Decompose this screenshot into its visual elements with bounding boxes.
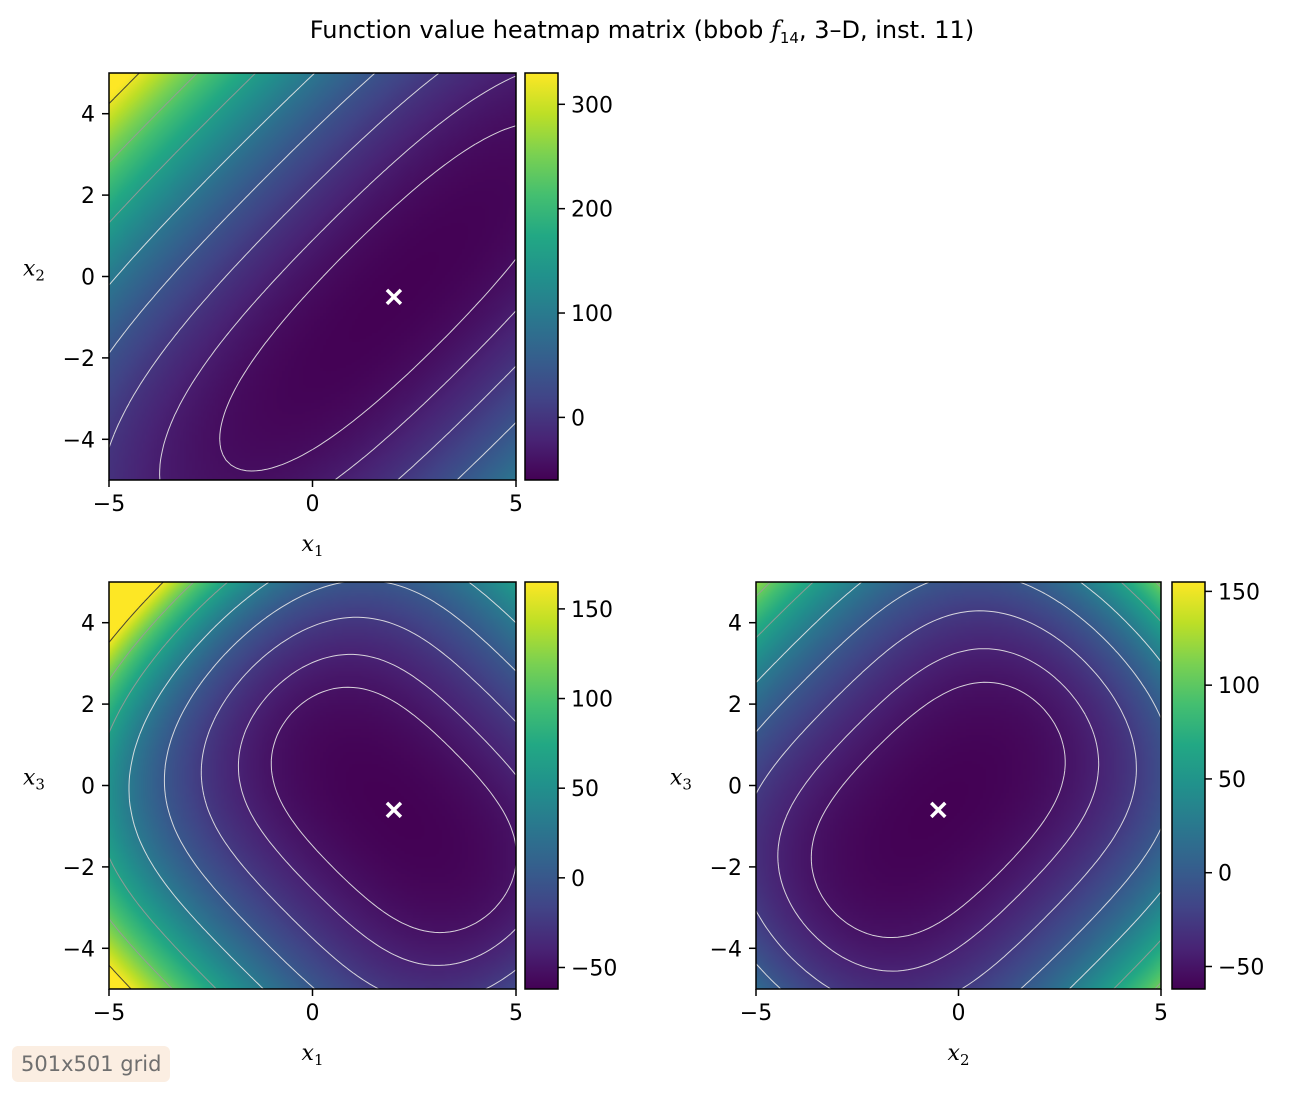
x-axis-label: x2: [948, 1041, 970, 1069]
x-tick-label: −5: [93, 1001, 125, 1026]
y-tick-label: −4: [63, 428, 95, 453]
contour-line: [219, 125, 516, 472]
x-tick-label: 5: [1154, 1001, 1168, 1026]
heatmap-image-x1x3: [109, 582, 516, 989]
colorbar-tick-label: 100: [571, 302, 613, 327]
grid-size-badge: 501x501 grid: [12, 1046, 171, 1082]
optimum-marker: [385, 288, 403, 306]
heatmap-image-x1x2: [109, 73, 516, 480]
y-tick-label: −2: [710, 856, 742, 881]
x-axis-label: x1: [302, 1041, 324, 1069]
y-tick-label: 0: [728, 775, 742, 800]
y-tick-label: 2: [728, 693, 742, 718]
x-tick-label: 0: [952, 1001, 966, 1026]
y-axis-label: x3: [23, 766, 45, 794]
x-axis-label: x1: [302, 532, 324, 560]
colorbar-tick-label: 50: [1218, 768, 1246, 793]
y-tick-label: 0: [81, 775, 95, 800]
colorbar-tick-label: 100: [1218, 674, 1260, 699]
contour-line: [109, 582, 164, 989]
colorbar: [524, 581, 559, 990]
colorbar-tick-label: 0: [571, 867, 585, 892]
contour-line: [109, 73, 257, 224]
x-tick-label: −5: [93, 492, 125, 517]
figure-title: Function value heatmap matrix (bbob f14,…: [309, 16, 975, 47]
colorbar-tick-label: 200: [571, 198, 613, 223]
y-tick-label: −4: [63, 937, 95, 962]
y-tick-label: −4: [710, 937, 742, 962]
contour-line: [756, 610, 1137, 989]
contour-line: [128, 582, 516, 989]
y-axis-label: x3: [670, 766, 692, 794]
contour-line: [756, 582, 1161, 989]
colorbar-tick-label: 300: [571, 93, 613, 118]
contour-line: [109, 582, 195, 989]
contour-line: [163, 582, 516, 989]
x-tick-label: 5: [509, 492, 523, 517]
colorbar: [1171, 581, 1206, 990]
colorbar-tick-label: 100: [571, 688, 613, 713]
y-tick-label: 4: [81, 103, 95, 128]
contour-line: [200, 616, 516, 989]
heatmap-panel-x1x2: −5 0 5 −4 −2 0 2 4 x1 x2 0 100 200 300: [23, 72, 613, 560]
colorbar-tick-label: 150: [1218, 580, 1260, 605]
optimum-marker: [930, 801, 947, 819]
contour-line: [159, 75, 516, 480]
x-tick-label: −5: [740, 1001, 772, 1026]
contour-line: [810, 681, 1066, 938]
y-tick-label: 0: [81, 266, 95, 291]
contour-line: [756, 582, 1161, 989]
contour-line: [237, 653, 516, 966]
y-axis-label: x2: [23, 257, 45, 285]
x-tick-label: 0: [306, 492, 320, 517]
colorbar-tick-label: −50: [571, 956, 617, 981]
y-tick-label: −2: [63, 347, 95, 372]
colorbar: [524, 72, 559, 481]
x-tick-label: 0: [306, 1001, 320, 1026]
colorbar-tick-label: 0: [571, 406, 585, 431]
colorbar-tick-label: −50: [1218, 955, 1264, 980]
contour-line: [109, 582, 229, 989]
x-tick-label: 5: [509, 1001, 523, 1026]
colorbar-tick-label: 150: [571, 598, 613, 623]
colorbar-tick-label: 50: [571, 777, 599, 802]
optimum-marker: [385, 801, 403, 819]
heatmap-image-x2x3: [756, 582, 1161, 989]
contour-line: [109, 73, 198, 164]
y-tick-label: −2: [63, 856, 95, 881]
colorbar-tick-label: 0: [1218, 862, 1232, 887]
y-tick-label: 4: [81, 612, 95, 637]
y-tick-label: 2: [81, 693, 95, 718]
contour-line: [109, 73, 516, 480]
y-tick-label: 2: [81, 184, 95, 209]
y-tick-label: 4: [728, 612, 742, 637]
contour-line: [777, 648, 1100, 972]
